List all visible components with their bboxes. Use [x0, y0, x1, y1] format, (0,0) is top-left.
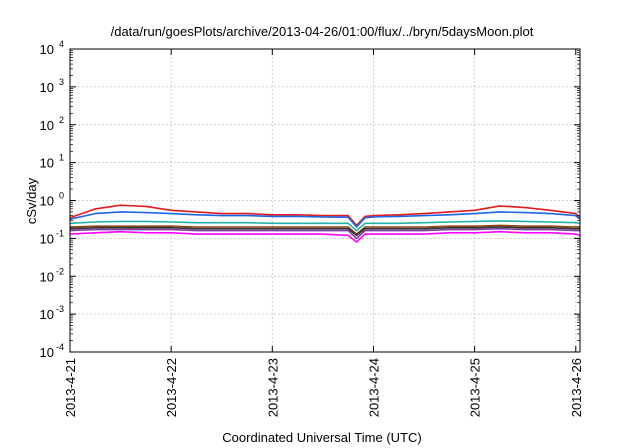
series-line-7 — [69, 230, 581, 243]
y-tick-base: 10 — [40, 156, 54, 171]
y-axis-label: cSv/day — [24, 177, 39, 224]
y-tick-base: 10 — [40, 118, 54, 133]
y-tick-base: 10 — [40, 307, 54, 322]
y-tick-base: 10 — [40, 42, 54, 57]
y-tick-label: 10 — [40, 42, 54, 57]
series-line-5 — [69, 226, 580, 237]
y-tick-base: 10 — [40, 194, 54, 209]
y-tick-exponent: 2 — [59, 115, 64, 125]
series-line-4 — [69, 224, 580, 235]
y-tick-exponent: -1 — [56, 228, 64, 238]
x-tick-label: 2013-4-25 — [468, 358, 483, 417]
y-tick-exponent: 1 — [59, 153, 64, 163]
x-tick-label: 2013-4-21 — [63, 358, 78, 417]
grid — [70, 49, 580, 352]
y-tick-exponent: -4 — [56, 342, 64, 352]
x-axis: 2013-4-21 2013-4-22 2013-4-23 2013-4-24 2013… — [63, 49, 584, 417]
x-tick-label: 2013-4-26 — [569, 358, 584, 417]
series-line-3 — [69, 220, 581, 232]
y-tick-label: 10 — [40, 118, 54, 133]
series-line-1 — [69, 204, 581, 227]
x-tick-label: 2013-4-24 — [366, 358, 381, 417]
y-tick-label: 10 — [40, 269, 54, 284]
y-tick-label: 10 — [40, 194, 54, 209]
y-tick-exponent: -2 — [56, 266, 64, 276]
y-tick-base: 10 — [40, 231, 54, 246]
y-tick-exponent: 4 — [59, 39, 64, 49]
series-line-2 — [69, 211, 581, 228]
y-tick-label: 10 — [40, 231, 54, 246]
y-tick-exponent: 3 — [59, 77, 64, 87]
y-tick-base: 10 — [40, 345, 54, 360]
y-tick-base: 10 — [40, 80, 54, 95]
series-lines — [69, 204, 581, 243]
x-tick-label: 2013-4-22 — [164, 358, 179, 417]
x-axis-label: Coordinated Universal Time (UTC) — [222, 430, 421, 445]
y-tick-label: 10 — [40, 156, 54, 171]
y-tick-label: 10 — [40, 307, 54, 322]
y-tick-label: 10 — [40, 345, 54, 360]
y-tick-base: 10 — [40, 269, 54, 284]
x-tick-label: 2013-4-23 — [265, 358, 280, 417]
chart-title: /data/run/goesPlots/archive/2013-04-26/0… — [111, 24, 534, 39]
y-tick-exponent: 0 — [59, 191, 64, 201]
y-tick-label: 10 — [40, 80, 54, 95]
series-line-6 — [69, 227, 580, 240]
y-tick-exponent: -3 — [56, 304, 64, 314]
